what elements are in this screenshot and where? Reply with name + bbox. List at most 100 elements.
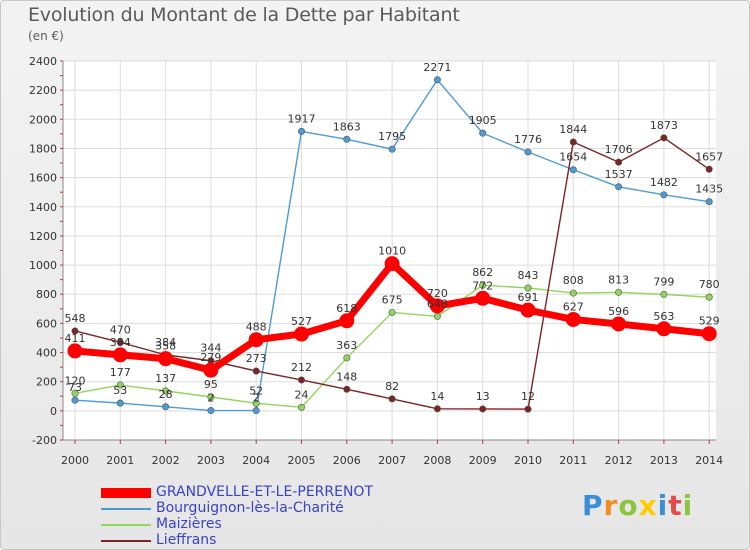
- data-point-1: [433, 76, 441, 84]
- data-point-3: [705, 165, 713, 173]
- data-label: 627: [563, 300, 584, 313]
- y-tick-label: 400: [36, 347, 57, 360]
- data-label: 148: [336, 370, 357, 383]
- y-tick-label: 200: [36, 376, 57, 389]
- x-tick-label: 2010: [514, 454, 542, 467]
- data-point-3: [615, 158, 623, 166]
- legend-swatch: [101, 508, 151, 510]
- data-point-1: [615, 183, 623, 191]
- data-point-2: [116, 381, 124, 389]
- data-point-0: [656, 321, 672, 337]
- data-point-2: [252, 399, 260, 407]
- data-point-0: [520, 302, 536, 318]
- plot-area: [63, 61, 716, 440]
- logo-letter: i: [657, 489, 669, 522]
- data-point-2: [433, 312, 441, 320]
- x-tick-label: 2013: [650, 454, 678, 467]
- data-label: 799: [653, 275, 674, 288]
- data-point-0: [203, 362, 219, 378]
- data-label: 1905: [469, 114, 497, 127]
- y-tick-label: 800: [36, 288, 57, 301]
- data-label: 1844: [559, 123, 587, 136]
- data-label: 120: [65, 374, 86, 387]
- data-label: 527: [291, 315, 312, 328]
- data-label: 177: [110, 366, 131, 379]
- data-label: 1917: [288, 112, 316, 125]
- data-label: 1657: [695, 150, 723, 163]
- data-point-1: [569, 166, 577, 174]
- legend-swatch: [101, 540, 151, 542]
- data-point-0: [565, 311, 581, 327]
- data-label: 273: [246, 352, 267, 365]
- data-point-0: [67, 343, 83, 359]
- data-point-2: [615, 288, 623, 296]
- y-tick-label: 1600: [29, 172, 57, 185]
- legend-label: GRANDVELLE-ET-LE-PERRENOT: [156, 484, 374, 500]
- data-label: 384: [110, 336, 131, 349]
- data-label: 808: [563, 274, 584, 287]
- data-label: 1873: [650, 119, 678, 132]
- data-point-2: [705, 293, 713, 301]
- data-label: 470: [110, 323, 131, 336]
- logo-letter: o: [618, 489, 639, 522]
- data-label: 772: [472, 279, 493, 292]
- data-point-0: [248, 332, 264, 348]
- data-label: 780: [699, 278, 720, 291]
- data-label: 675: [382, 293, 403, 306]
- data-point-1: [388, 145, 396, 153]
- data-point-2: [297, 403, 305, 411]
- data-label: 1482: [650, 176, 678, 189]
- data-label: 529: [699, 315, 720, 328]
- data-point-3: [479, 405, 487, 413]
- x-tick-label: 2011: [559, 454, 587, 467]
- data-point-3: [433, 405, 441, 413]
- data-label: 82: [385, 380, 399, 393]
- data-label: 1776: [514, 133, 542, 146]
- x-tick-label: 2006: [333, 454, 361, 467]
- data-point-1: [71, 396, 79, 404]
- data-label: 563: [653, 310, 674, 323]
- data-label: 2: [207, 392, 214, 405]
- data-label: 1706: [605, 143, 633, 156]
- data-point-1: [524, 148, 532, 156]
- data-point-3: [388, 395, 396, 403]
- data-label: 14: [430, 390, 444, 403]
- y-tick-label: -200: [32, 434, 57, 447]
- data-point-0: [384, 256, 400, 272]
- data-label: 720: [427, 287, 448, 300]
- data-point-2: [71, 389, 79, 397]
- data-point-1: [479, 129, 487, 137]
- data-point-2: [660, 290, 668, 298]
- logo-letter: r: [603, 489, 619, 522]
- data-label: 358: [155, 340, 176, 353]
- data-label: 618: [336, 302, 357, 315]
- proxiti-logo: Proxiti: [582, 489, 693, 522]
- data-point-0: [429, 298, 445, 314]
- data-point-1: [252, 407, 260, 415]
- data-label: 73: [68, 381, 82, 394]
- data-label: 843: [518, 269, 539, 282]
- data-point-3: [71, 327, 79, 335]
- x-tick-label: 2007: [378, 454, 406, 467]
- data-label: 384: [155, 336, 176, 349]
- legend-label: Maizières: [156, 516, 222, 532]
- data-label: 648: [427, 297, 448, 310]
- data-label: 862: [472, 266, 493, 279]
- data-label: 212: [291, 361, 312, 374]
- data-point-0: [294, 326, 309, 342]
- data-point-1: [343, 135, 351, 143]
- y-tick-label: 2400: [29, 55, 57, 68]
- x-tick-label: 2002: [152, 454, 180, 467]
- logo-letter: P: [582, 489, 604, 522]
- data-point-2: [388, 308, 396, 316]
- data-point-1: [297, 127, 305, 135]
- data-point-1: [207, 407, 215, 415]
- data-point-2: [569, 289, 577, 297]
- data-point-1: [162, 403, 170, 411]
- x-tick-label: 2005: [288, 454, 316, 467]
- data-point-3: [252, 367, 260, 375]
- data-point-3: [116, 338, 124, 346]
- data-label: 813: [608, 273, 629, 286]
